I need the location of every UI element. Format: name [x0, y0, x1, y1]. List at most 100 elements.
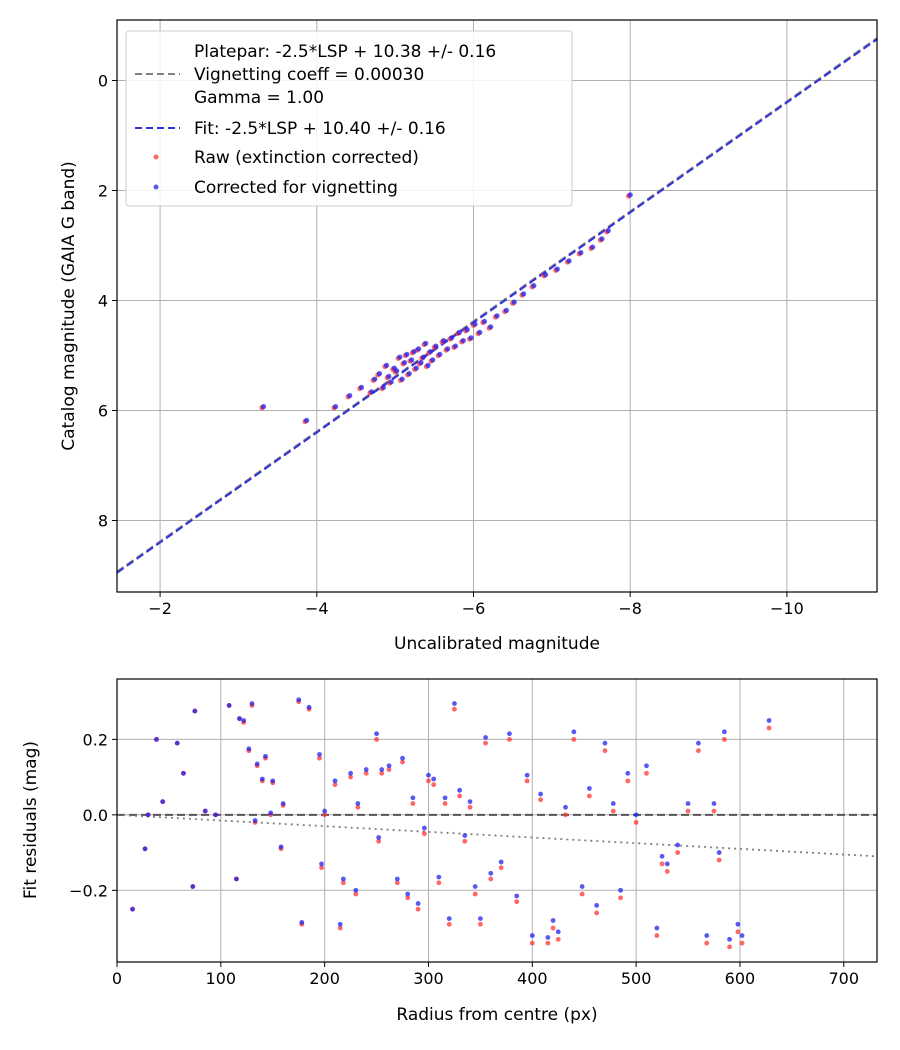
residuals-raw-point [550, 925, 556, 931]
residuals-corrected-point [426, 772, 431, 778]
residuals-raw-point [477, 921, 483, 927]
calibration-x-axis-label: Uncalibrated magnitude [394, 634, 600, 654]
residuals-raw-point [602, 748, 608, 754]
residuals-vignetting-model-line [117, 813, 877, 858]
residuals-corrected-point [507, 731, 512, 737]
residuals-raw-point [555, 936, 561, 942]
residuals-corrected-point [545, 935, 551, 940]
residuals-x-axis-label: Radius from centre (px) [396, 1005, 597, 1025]
calibration-x-tick-label: −10 [770, 599, 804, 618]
residuals-raw-point [571, 736, 577, 742]
residuals-corrected-point [174, 740, 180, 746]
calibration-corrected-point [388, 379, 394, 385]
residuals-corrected-point [252, 818, 258, 823]
residuals-x-tick-label: 0 [112, 969, 122, 988]
residuals-corrected-point [721, 729, 727, 735]
calibration-x-ticks: −2 −4 −6 −8 −10 [148, 592, 804, 618]
calibration-corrected-point [460, 338, 466, 344]
calibration-corrected-point [401, 360, 408, 366]
residuals-corrected-point [654, 925, 660, 931]
residuals-corrected-point [317, 752, 322, 757]
legend-raw-marker [153, 154, 159, 160]
residuals-corrected-point [442, 795, 448, 801]
calibration-y-tick-label: 0 [98, 72, 108, 91]
residuals-corrected-point [322, 808, 328, 814]
residuals-raw-point [317, 755, 322, 761]
calibration-corrected-point [456, 329, 462, 335]
residuals-x-ticks: 0 100 200 300 400 500 600 700 [112, 962, 859, 988]
residuals-corrected-point [675, 842, 681, 848]
residuals-corrected-point [563, 804, 568, 810]
calibration-corrected-point [452, 343, 459, 349]
calibration-corrected-point [397, 354, 403, 360]
residuals-raw-point [431, 782, 437, 788]
calibration-corrected-point [441, 338, 447, 344]
residuals-corrected-point [446, 916, 452, 922]
legend-box [125, 30, 573, 207]
residuals-corrected-point [348, 770, 354, 776]
calibration-corrected-point [481, 318, 488, 324]
residuals-x-tick-label: 500 [621, 969, 652, 988]
residuals-y-tick-label: 0.0 [83, 806, 108, 825]
residuals-x-tick-label: 300 [413, 969, 444, 988]
legend-platepar-line-2: Vignetting coeff = 0.00030 [194, 65, 424, 85]
residuals-raw-point [436, 880, 442, 886]
residuals-raw-point [353, 891, 359, 897]
residuals-corrected-point [462, 833, 468, 838]
calibration-corrected-point [521, 291, 527, 297]
residuals-corrected-point [268, 810, 274, 816]
residuals-corrected-point [550, 918, 556, 923]
residuals-corrected-point [727, 936, 732, 942]
calibration-corrected-point [332, 404, 339, 410]
legend-platepar-line-1: Platepar: -2.5*LSP + 10.38 +/- 0.16 [194, 42, 496, 62]
calibration-corrected-point [554, 266, 560, 272]
residuals-corrected-point [410, 795, 416, 801]
residuals-corrected-point [394, 876, 400, 882]
residuals-raw-point [766, 725, 772, 731]
residuals-corrected-point [306, 704, 312, 710]
residuals-raw-point [467, 804, 473, 810]
residuals-raw-point [711, 808, 717, 814]
residuals-corrected-point [280, 801, 286, 806]
residuals-x-tick-label: 400 [517, 969, 548, 988]
calibration-corrected-point [599, 236, 605, 242]
calibration-corrected-point [386, 373, 392, 379]
residuals-raw-point [538, 797, 544, 803]
residuals-corrected-point [524, 772, 530, 778]
calibration-corrected-point [488, 324, 494, 330]
calibration-x-tick-label: −8 [618, 599, 642, 618]
calibration-y-axis-label: Catalog magnitude (GAIA G band) [59, 161, 79, 451]
residuals-raw-point [594, 910, 600, 916]
residuals-corrected-point [226, 703, 232, 708]
calibration-y-tick-label: 6 [98, 402, 108, 421]
residuals-corrected-point [415, 901, 421, 906]
residuals-corrected-point [355, 801, 361, 806]
calibration-corrected-point [464, 327, 470, 333]
calibration-corrected-point [437, 351, 443, 357]
residuals-corrected-point [241, 718, 247, 723]
residuals-raw-point [462, 838, 468, 844]
calibration-x-tick-label: −2 [148, 599, 172, 618]
residuals-corrected-point [625, 770, 631, 776]
residuals-raw-point [735, 929, 741, 935]
residuals-raw-point [472, 891, 478, 897]
residuals-corrected-point [431, 776, 437, 782]
residuals-corrected-point [555, 929, 561, 935]
calibration-corrected-point [448, 335, 455, 341]
residuals-raw-point [442, 801, 448, 806]
calibration-corrected-point [445, 346, 451, 352]
residuals-corrected-point [467, 799, 473, 805]
residuals-corrected-point [514, 893, 520, 899]
residuals-corrected-point [538, 791, 544, 797]
calibration-corrected-point [605, 228, 611, 234]
calibration-lines [117, 37, 877, 574]
residuals-raw-point [514, 899, 520, 905]
calibration-y-ticks: 0 2 4 6 8 [98, 72, 117, 531]
residuals-raw-point [421, 831, 427, 837]
calibration-corrected-point [427, 349, 434, 355]
residuals-raw-point [625, 778, 631, 784]
calibration-corrected-point [404, 351, 410, 357]
residuals-corrected-point [664, 861, 670, 867]
residuals-corrected-point [154, 736, 159, 742]
